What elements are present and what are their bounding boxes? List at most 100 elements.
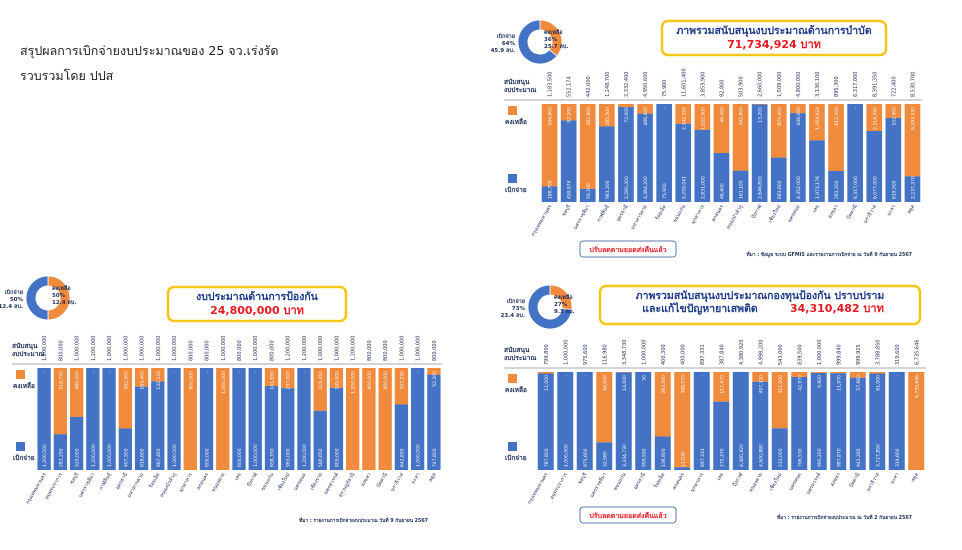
bar-disbursed — [637, 113, 653, 202]
bar-label: 342,800 — [739, 107, 745, 126]
bar-disbursed — [752, 381, 769, 470]
bar-disbursed — [560, 120, 577, 202]
bar-disbursed — [248, 368, 262, 470]
bar-label: - — [238, 371, 243, 373]
bar-remaining — [869, 372, 886, 374]
bar-label: 6,077,000 — [872, 176, 878, 199]
donut-labels: เบิกจ่าย — [497, 33, 515, 40]
bar-label: 2,646,800 — [758, 176, 764, 199]
x-tick-label: เลย — [234, 472, 243, 482]
x-tick-label: สกลนคร — [671, 472, 686, 491]
budget-value: 1,000,000 — [123, 336, 129, 361]
x-tick-label: สตูล — [428, 472, 438, 483]
bar-disbursed — [118, 428, 132, 470]
budget-value: 897,331 — [700, 344, 706, 365]
bar-disbursed — [713, 153, 730, 202]
bar-label: 188,700 — [548, 180, 554, 199]
bar-disbursed — [167, 368, 181, 470]
note: ปรับลดตามยอดส่งคืนแล้ว — [589, 245, 666, 254]
bar-disbursed — [134, 386, 149, 470]
bar-disbursed — [732, 372, 749, 470]
legend-swatch — [508, 374, 517, 383]
x-tick-label: สงขลา — [827, 204, 840, 220]
bar-label: 285,500 — [605, 107, 611, 126]
bar-disbursed — [885, 117, 902, 202]
bar-disbursed — [86, 368, 100, 470]
bar-label: 1,200,000 — [42, 444, 48, 467]
bar-label: 2,831,000 — [700, 176, 706, 199]
bar-disbursed — [654, 436, 671, 470]
bar-disbursed — [576, 372, 593, 470]
x-tick-label: เชียงใหม่ — [768, 472, 784, 492]
bar-remaining — [791, 372, 808, 378]
bar-remaining — [537, 372, 554, 374]
bar-label: 388,970 — [680, 375, 686, 394]
budget-value: 92,800 — [719, 80, 725, 98]
budget-value: 800,000 — [383, 340, 389, 361]
bar-disbursed — [693, 372, 710, 470]
bar-disbursed — [281, 388, 295, 470]
budget-value: 116,980 — [602, 344, 608, 365]
bar-label: 2,314,350 — [872, 107, 878, 130]
x-tick-label: หนองบัวลำภู — [725, 204, 744, 231]
donut-amount-labels: 23.4 ลบ. — [501, 312, 525, 319]
chart-amount: 71,734,924 บาท — [727, 38, 821, 51]
bar-label: 161,100 — [739, 180, 745, 199]
bar-remaining — [637, 104, 653, 114]
bar-label: 825,400 — [777, 107, 783, 126]
budget-value: 722,400 — [891, 76, 897, 97]
budget-value: 1,000,000 — [641, 340, 647, 365]
bar-remaining — [790, 104, 806, 114]
legend-label: คงเหลือ — [13, 382, 35, 390]
donut-labels: คงเหลือ — [544, 29, 563, 36]
bar-label: 11,030 — [680, 451, 686, 467]
x-tick-label: เชียงราย — [308, 471, 324, 491]
title-box — [660, 19, 888, 57]
bar-label: 3,334,730 — [622, 444, 628, 467]
bar-disbursed — [599, 126, 615, 202]
bar-label: 1,000,000 — [563, 444, 569, 467]
bar-remaining — [69, 368, 84, 417]
budget-value: 400,300 — [661, 344, 667, 365]
bar-disbursed — [618, 107, 634, 202]
bar-remaining — [654, 372, 671, 437]
budget-value: 800,000 — [205, 340, 211, 361]
bar-label: 59,200 — [586, 183, 592, 199]
bar-label: 448,000 — [796, 107, 802, 126]
donut-amount-labels: 25.7 ลบ. — [544, 43, 568, 50]
bar-remaining — [134, 368, 149, 387]
bar-label: 642,850 — [399, 448, 405, 467]
budget-value: 800,000 — [367, 340, 373, 361]
budget-value: 999,925 — [856, 344, 862, 365]
bar-label: - — [368, 465, 373, 467]
bar-remaining — [264, 368, 279, 387]
bar-label: 183,400 — [140, 371, 146, 390]
x-tick-label: อุดรธานี — [615, 203, 630, 223]
budget-value: 975,600 — [583, 344, 589, 365]
bar-label: 800,000 — [205, 448, 211, 467]
bar-label: - — [384, 465, 389, 467]
bar-disbursed — [579, 188, 596, 202]
bar-disbursed — [102, 368, 116, 470]
donut-value-labels: 36% — [544, 37, 558, 43]
x-tick-label: อุดรธานี — [114, 471, 129, 491]
bar-label: 1,000,000 — [416, 444, 422, 467]
legend-label: เบิกจ่าย — [505, 454, 527, 462]
bar-remaining — [810, 372, 827, 373]
bar-remaining — [732, 104, 749, 171]
x-tick-label: สงขลา — [829, 472, 842, 488]
x-tick-label: ยะลา — [410, 472, 421, 485]
bar-remaining — [713, 372, 730, 402]
bar-label: - — [173, 371, 178, 373]
bar-label: 1,000,000 — [253, 444, 259, 467]
bar-disbursed — [232, 368, 246, 470]
x-tick-label: สตูล — [906, 204, 916, 215]
budget-value: 552,174 — [567, 76, 573, 97]
x-tick-label: นครสวรรค์ — [322, 472, 340, 496]
bar-disbursed — [809, 140, 825, 202]
source: ที่มา : รายงานการเบิกจ่ายงบประมาณ ณ วันท… — [777, 513, 912, 521]
bar-disbursed — [790, 113, 806, 202]
bar-disbursed — [537, 373, 554, 470]
donut-labels: เบิกจ่าย — [5, 289, 23, 296]
